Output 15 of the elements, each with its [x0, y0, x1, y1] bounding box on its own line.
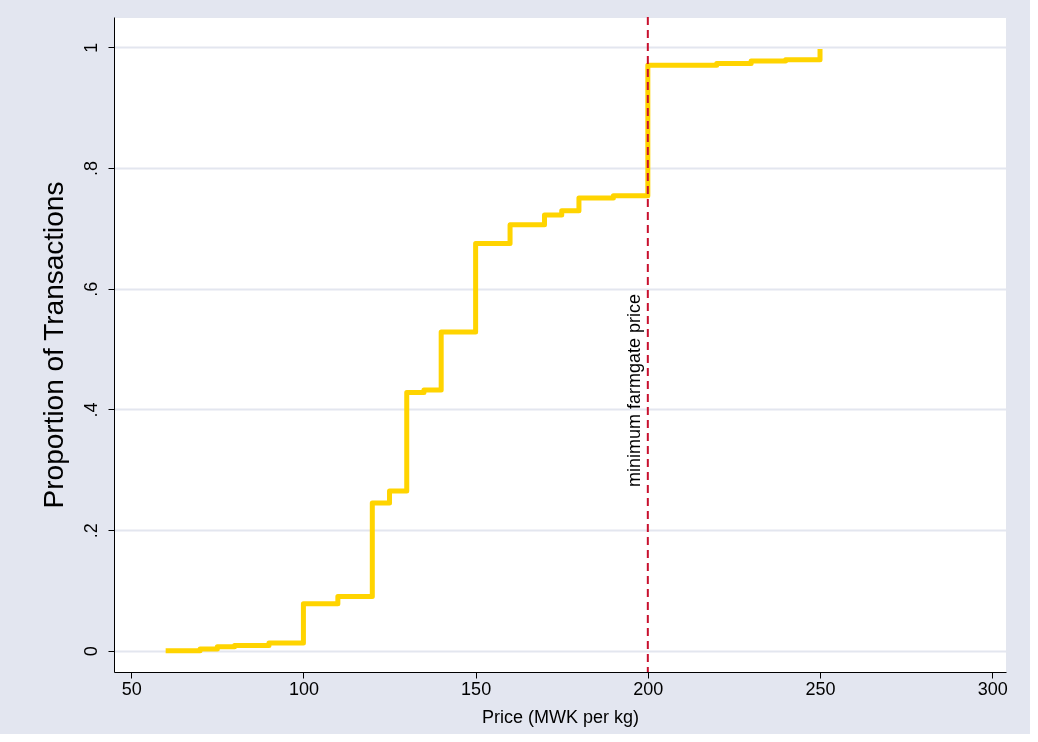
y-tick-label: .6 [80, 281, 101, 297]
y-tick-label: .4 [80, 402, 101, 418]
y-tick-label: .2 [80, 523, 101, 539]
x-axis-title: Price (MWK per kg) [481, 706, 640, 727]
y-axis-title: Proportion of Transactions [37, 181, 69, 509]
y-tick-label: .8 [80, 160, 101, 176]
y-tick-label: 1 [80, 42, 101, 53]
x-tick-label: 100 [288, 678, 319, 699]
x-tick-label: 150 [461, 678, 492, 699]
x-tick-label: 50 [121, 678, 142, 699]
x-tick-label: 250 [805, 678, 836, 699]
x-tick-label: 300 [977, 678, 1008, 699]
ref-line-label: minimum farmgate price [623, 293, 644, 487]
y-tick-label: 0 [80, 646, 101, 657]
x-tick-label: 200 [633, 678, 664, 699]
